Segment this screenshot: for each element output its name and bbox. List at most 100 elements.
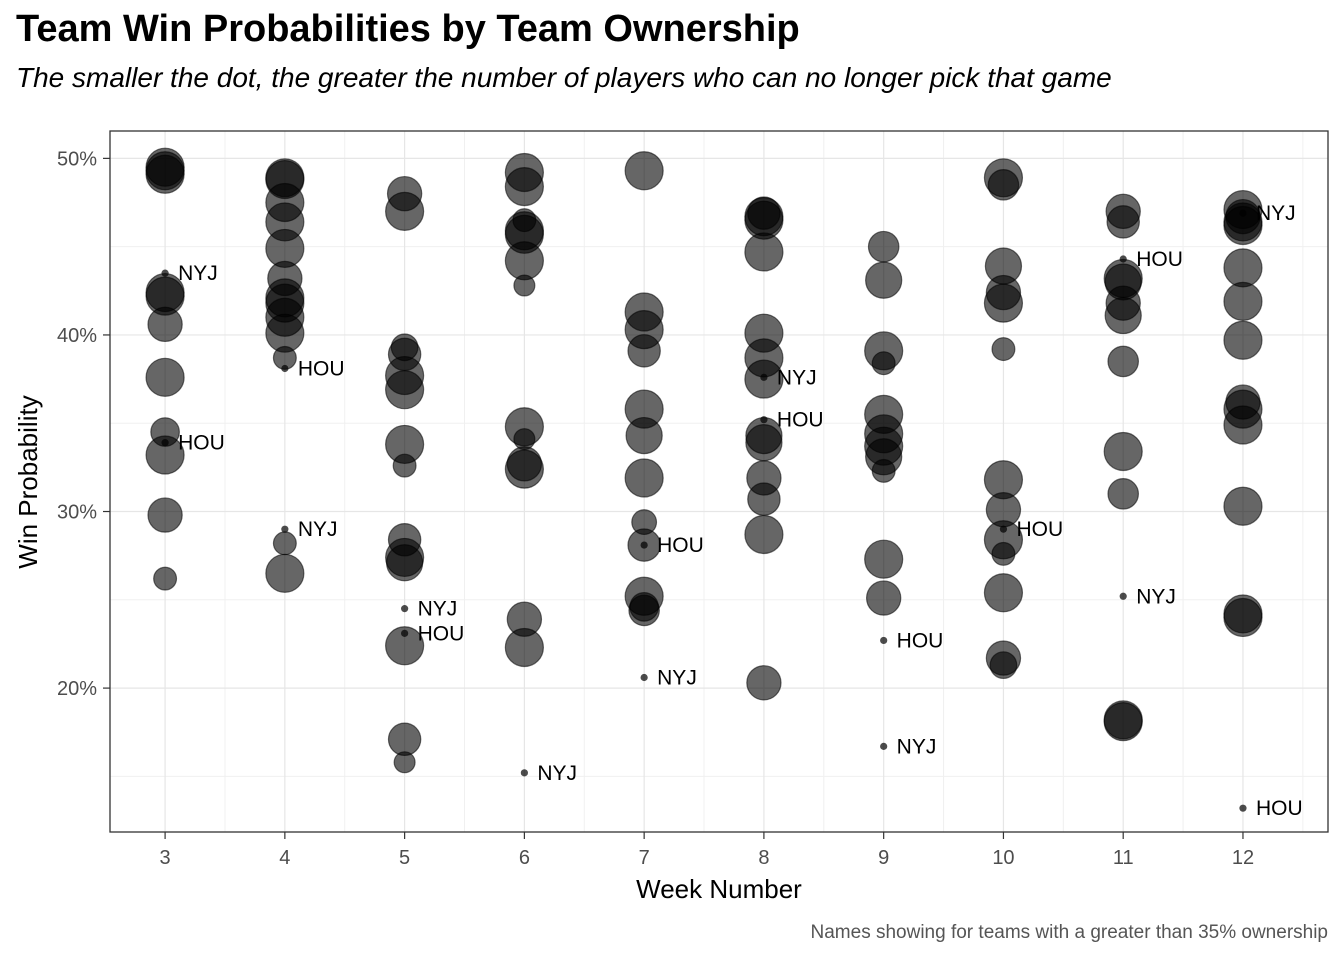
data-point (871, 458, 896, 483)
data-point (1223, 248, 1263, 288)
data-point (1104, 296, 1142, 335)
data-point (627, 334, 661, 368)
x-tick-label: 8 (758, 847, 769, 869)
data-point (392, 453, 417, 478)
point-label: HOU (418, 622, 465, 645)
data-point (864, 539, 904, 579)
y-tick-label: 50% (57, 148, 97, 170)
point-label: NYJ (178, 262, 218, 285)
data-point (1223, 320, 1263, 360)
data-point (145, 154, 185, 194)
point-label: NYJ (1256, 202, 1296, 225)
labeled-data-point (281, 525, 289, 533)
labeled-data-point (1239, 804, 1247, 812)
x-tick-label: 6 (519, 847, 530, 869)
y-tick-label: 40% (57, 325, 97, 347)
labeled-data-point (640, 673, 648, 682)
data-point (145, 435, 185, 475)
data-point (867, 230, 900, 263)
point-label: NYJ (777, 366, 817, 389)
point-label: NYJ (1136, 585, 1176, 608)
x-tick-label: 10 (992, 847, 1014, 869)
x-tick-label: 12 (1232, 847, 1254, 869)
point-label: HOU (897, 629, 944, 652)
data-point (983, 283, 1024, 323)
y-tick-label: 30% (57, 502, 97, 524)
data-point (385, 626, 425, 666)
data-point (744, 232, 784, 272)
data-point (991, 337, 1016, 362)
data-point (1223, 405, 1263, 445)
labeled-data-point (1239, 209, 1247, 217)
axes: 3 4 5 6 7 8 9 10 11 12 20% 30% 40% 50% (57, 148, 1254, 869)
data-point (504, 449, 544, 489)
point-label: NYJ (298, 518, 338, 541)
data-point (991, 541, 1016, 566)
data-point (387, 722, 422, 757)
data-point (385, 544, 424, 582)
labeled-data-point (161, 269, 169, 277)
point-label: NYJ (897, 735, 937, 758)
point-label: HOU (178, 432, 225, 455)
data-point (385, 191, 425, 231)
point-label: HOU (298, 357, 345, 380)
point-label: NYJ (418, 598, 458, 621)
data-point (624, 151, 664, 191)
data-point (1106, 205, 1140, 239)
data-point (871, 351, 896, 376)
x-tick-label: 4 (279, 847, 290, 869)
data-point (504, 241, 544, 281)
point-label: HOU (657, 534, 704, 557)
data-point (987, 169, 1020, 201)
labeled-data-point (760, 416, 768, 424)
chart-subtitle: The smaller the dot, the greater the num… (16, 62, 1112, 93)
point-label: HOU (777, 409, 824, 432)
data-point (1107, 345, 1140, 378)
data-point (865, 580, 902, 616)
labeled-data-point (401, 629, 409, 637)
data-point (625, 416, 663, 455)
data-point (147, 497, 183, 533)
data-point (624, 458, 664, 498)
data-point (744, 514, 784, 555)
data-point (1223, 205, 1263, 246)
data-point (393, 751, 416, 774)
labeled-data-point (880, 742, 888, 750)
data-point (1107, 478, 1140, 510)
data-point (513, 274, 536, 297)
point-label: NYJ (657, 666, 697, 689)
data-point (1223, 486, 1263, 526)
x-tick-label: 7 (639, 847, 650, 869)
x-axis-title: Week Number (636, 874, 802, 904)
data-point (1103, 431, 1143, 472)
data-point (628, 594, 660, 627)
y-axis-title: Win Probability (13, 395, 43, 568)
data-point (145, 357, 185, 397)
data-points (145, 147, 1263, 812)
data-point (989, 651, 1018, 680)
x-tick-label: 11 (1113, 847, 1134, 869)
labeled-data-point (1119, 255, 1127, 263)
x-tick-label: 9 (878, 847, 889, 869)
labeled-data-point (401, 605, 409, 613)
labeled-data-point (880, 636, 888, 645)
data-point (272, 531, 297, 556)
y-tick-label: 20% (57, 678, 97, 700)
data-point (865, 261, 903, 299)
labeled-data-point (281, 364, 289, 373)
data-point (504, 627, 544, 668)
data-point (153, 566, 178, 591)
point-labels: NYJHOUHOUNYJNYJHOUNYJHOUNYJNYJHOUHOUNYJH… (178, 202, 1303, 820)
labeled-data-point (760, 373, 768, 381)
data-point (504, 167, 544, 207)
data-point (983, 573, 1024, 613)
point-label: HOU (1016, 518, 1063, 541)
labeled-data-point (1119, 592, 1127, 600)
data-point (1223, 281, 1263, 321)
data-point (1223, 597, 1263, 638)
data-point (265, 553, 305, 593)
data-point (385, 370, 425, 410)
labeled-data-point (640, 541, 648, 549)
chart-caption: Names showing for teams with a greater t… (810, 922, 1328, 943)
